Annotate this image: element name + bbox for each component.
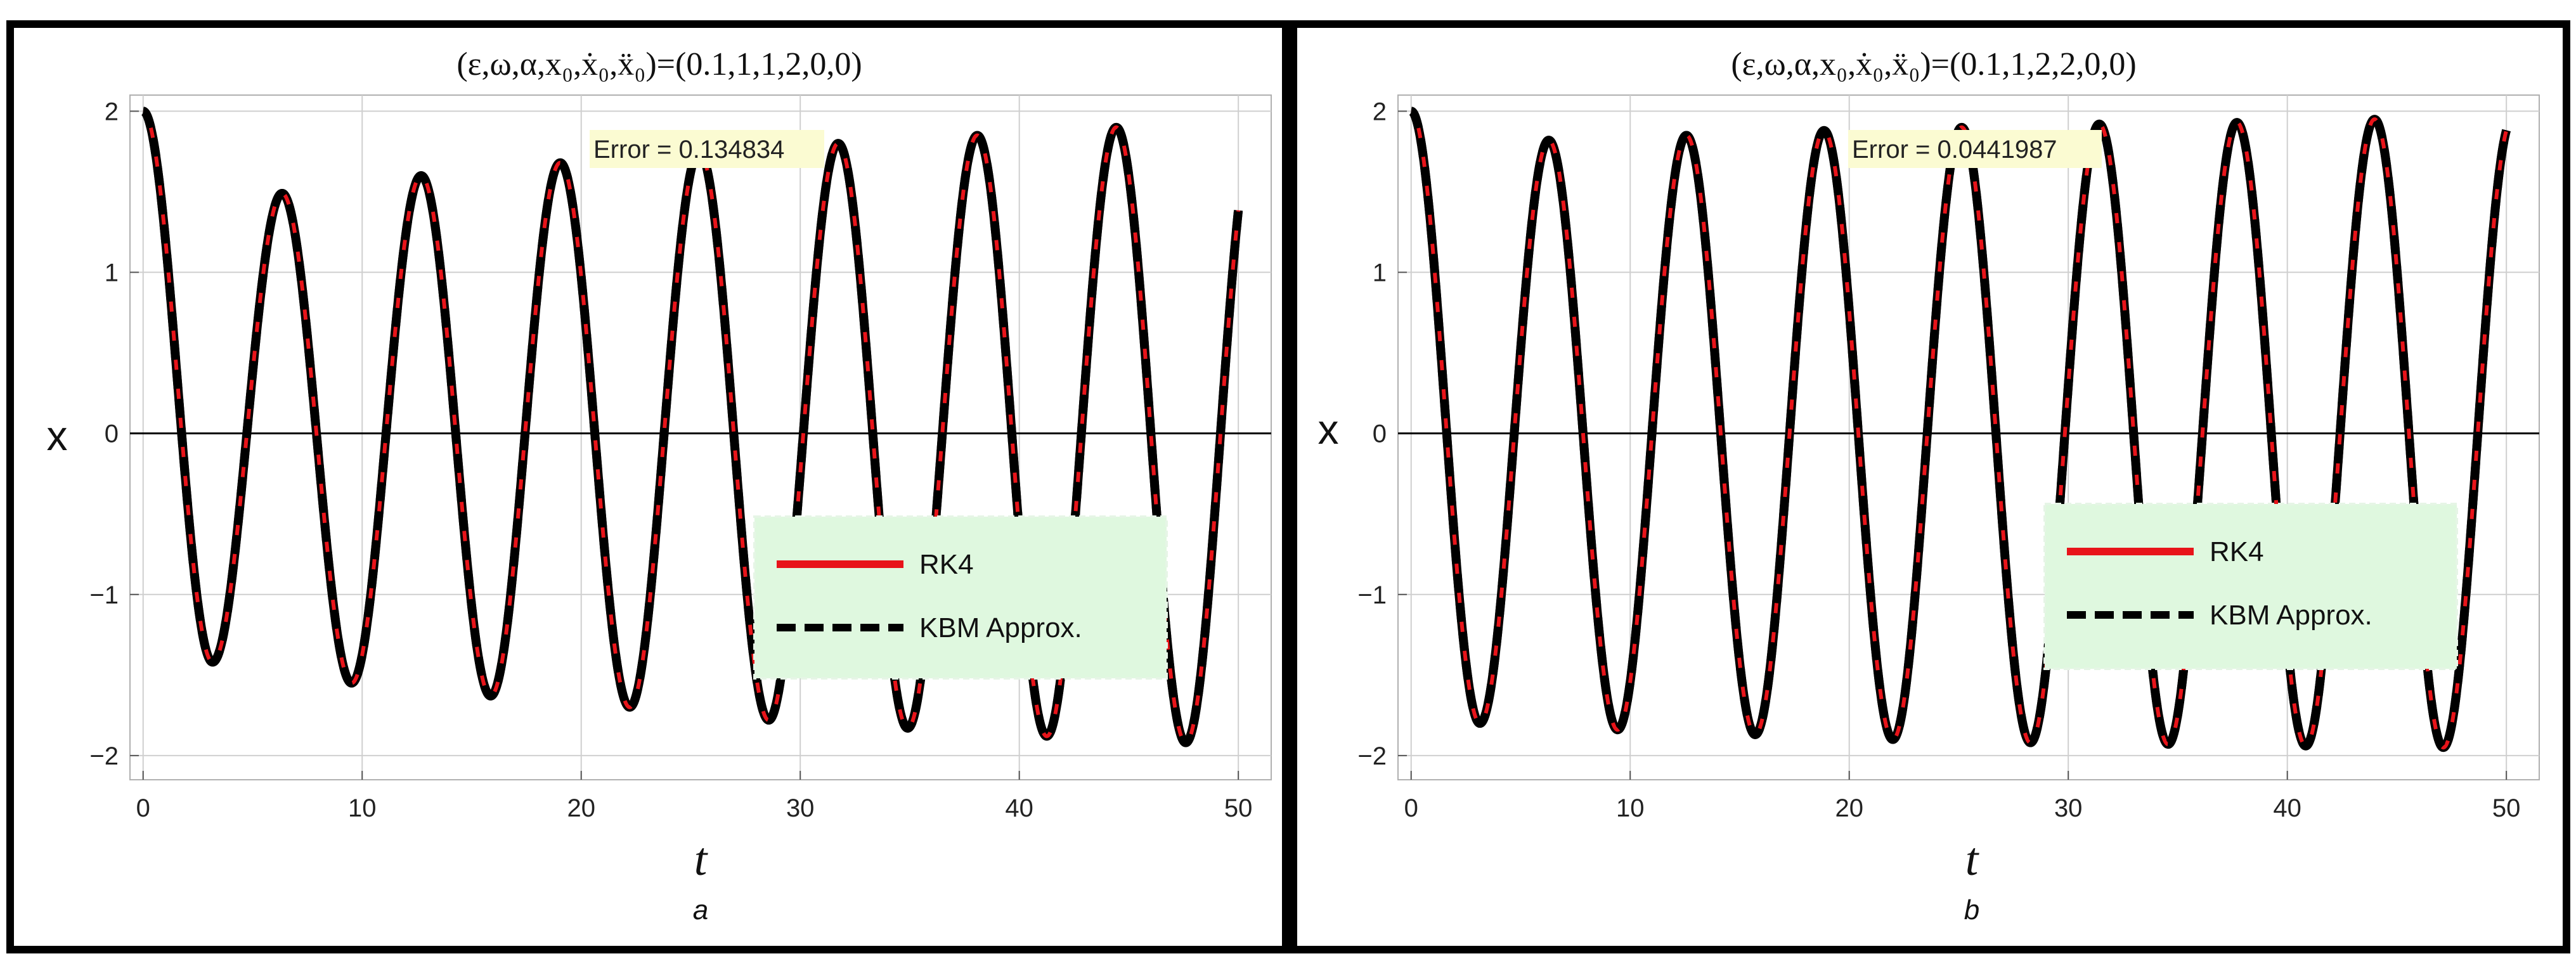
panel-b: (ε,ω,α,x₀,ẋ₀,ẍ₀)=(0.1,1,2,2,0,0) 0 10 20 30… <box>1318 46 2540 926</box>
panel-a-y-axis-label: x <box>47 412 68 459</box>
panel-a-legend-rk4-label: RK4 <box>919 549 974 580</box>
panel-b-plot-area: 0 10 20 30 40 50 −2 −1 0 1 2 <box>1357 95 2539 822</box>
panel-b-x-axis-label: t <box>1965 834 1980 886</box>
y-tick-label: 0 <box>1373 420 1387 448</box>
panel-b-legend-rk4-label: RK4 <box>2210 536 2264 567</box>
y-tick-label: 0 <box>105 420 119 448</box>
x-tick-label: 20 <box>1835 794 1863 822</box>
y-tick-label: 1 <box>1373 259 1387 287</box>
panel-a-legend: RK4 KBM Approx. <box>754 517 1167 678</box>
y-tick-label: −1 <box>89 581 119 609</box>
x-tick-label: 50 <box>1224 794 1253 822</box>
y-tick-label: −1 <box>1357 581 1387 609</box>
y-tick-label: 2 <box>1373 98 1387 126</box>
panel-b-sublabel: b <box>1964 894 1979 926</box>
panel-b-legend-kbm-label: KBM Approx. <box>2210 600 2372 631</box>
panel-a-legend-bg <box>754 517 1167 678</box>
panel-b-error-label: Error = 0.0441987 <box>1852 136 2057 164</box>
panel-a-sublabel: a <box>693 894 708 926</box>
panel-a-error-box: Error = 0.134834 <box>590 130 824 168</box>
x-tick-label: 20 <box>567 794 595 822</box>
panel-a-title: (ε,ω,α,x₀,ẋ₀,ẍ₀)=(0.1,1,1,2,0,0) <box>456 46 862 82</box>
panel-a: (ε,ω,α,x₀,ẋ₀,ẍ₀)=(0.1,1,1,2,0,0) 0 10 20 30… <box>47 46 1272 926</box>
x-tick-label: 30 <box>786 794 815 822</box>
y-tick-label: −2 <box>1357 742 1387 770</box>
x-tick-label: 30 <box>2054 794 2083 822</box>
panel-a-legend-kbm-label: KBM Approx. <box>919 612 1082 643</box>
x-tick-label: 40 <box>1005 794 1033 822</box>
panel-b-title: (ε,ω,α,x₀,ẋ₀,ẍ₀)=(0.1,1,2,2,0,0) <box>1731 46 2136 82</box>
panel-b-legend: RK4 KBM Approx. <box>2045 504 2457 669</box>
x-tick-label: 0 <box>136 794 150 822</box>
panel-b-error-box: Error = 0.0441987 <box>1848 130 2102 168</box>
x-tick-label: 0 <box>1404 794 1418 822</box>
x-tick-label: 10 <box>348 794 377 822</box>
x-tick-label: 10 <box>1616 794 1645 822</box>
panel-b-legend-bg <box>2045 504 2457 669</box>
y-tick-label: 2 <box>105 98 119 126</box>
panel-b-plot-frame <box>1398 95 2539 780</box>
x-tick-label: 40 <box>2273 794 2301 822</box>
y-tick-label: 1 <box>105 259 119 287</box>
y-tick-label: −2 <box>89 742 119 770</box>
panel-a-plot-area: 0 10 20 30 40 50 −2 −1 0 1 2 <box>89 95 1271 822</box>
panel-a-x-axis-label: t <box>694 834 709 886</box>
panel-b-y-axis-label: x <box>1318 406 1339 453</box>
x-tick-label: 50 <box>2492 794 2521 822</box>
panel-a-error-label: Error = 0.134834 <box>593 136 784 164</box>
